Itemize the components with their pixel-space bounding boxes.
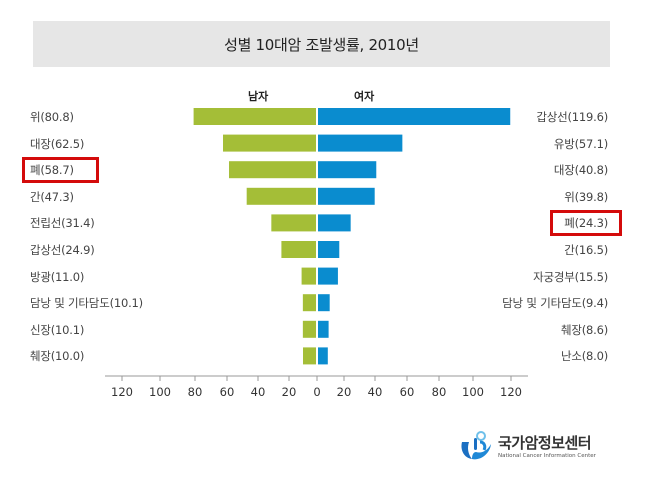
x-tick-label-right: 120	[500, 385, 522, 399]
x-tick-label-right: 60	[399, 385, 415, 399]
male-category-label: 방광(11.0)	[30, 269, 85, 284]
female-bar	[318, 214, 351, 232]
male-category-label: 폐(58.7)	[30, 163, 74, 178]
male-category-label: 전립선(31.4)	[30, 216, 95, 231]
female-bar	[318, 161, 377, 179]
male-bar	[229, 161, 316, 179]
highlight-box	[550, 210, 622, 237]
female-category-label: 대장(40.8)	[553, 163, 608, 178]
male-category-label: 담낭 및 기타담도(10.1)	[30, 296, 143, 311]
female-bar	[318, 108, 511, 125]
female-bar	[318, 320, 329, 338]
male-category-label: 신장(10.1)	[30, 322, 85, 337]
legend-female: 여자	[354, 90, 375, 103]
female-category-label: 갑상선(119.6)	[536, 110, 608, 124]
x-tick-label-left: 60	[219, 385, 235, 399]
x-tick-label-right: 40	[367, 385, 383, 399]
female-category-label: 췌장(8.6)	[560, 322, 608, 337]
x-tick-label-left: 40	[250, 385, 266, 399]
female-bar	[318, 187, 375, 205]
male-bar	[193, 108, 316, 125]
x-tick-label-right: 100	[462, 385, 484, 399]
x-tick-label-left: 0	[313, 385, 321, 399]
female-bar	[318, 241, 340, 258]
female-category-label: 유방(57.1)	[553, 136, 608, 151]
female-category-label: 자궁경부(15.5)	[533, 269, 608, 284]
male-bar	[302, 294, 316, 312]
male-bar	[302, 320, 316, 338]
logo-name-ko: 국가암정보센터	[498, 433, 592, 452]
x-tick-label-left: 120	[111, 385, 133, 399]
male-category-label: 위(80.8)	[30, 110, 74, 124]
male-category-label: 췌장(10.0)	[30, 349, 85, 364]
male-category-label: 대장(62.5)	[30, 136, 85, 151]
male-bar	[223, 134, 316, 152]
male-bar	[281, 241, 316, 258]
chart-title-box: 성별 10대암 조발생률, 2010년	[33, 21, 610, 67]
female-bar	[318, 347, 328, 365]
male-bar	[301, 267, 316, 285]
female-bar	[318, 267, 338, 285]
logo-name-en: National Cancer Information Center	[498, 452, 596, 459]
female-bar	[318, 134, 403, 152]
chart-title: 성별 10대암 조발생률, 2010년	[224, 35, 419, 54]
male-bar	[271, 214, 316, 232]
male-category-label: 간(47.3)	[30, 189, 74, 204]
x-tick-label-left: 80	[187, 385, 203, 399]
x-tick-label-left: 100	[149, 385, 171, 399]
male-category-label: 갑상선(24.9)	[30, 243, 95, 257]
x-tick-label-left: 20	[281, 385, 297, 399]
female-category-label: 위(39.8)	[564, 189, 608, 204]
logo: 국가암정보센터 National Cancer Information Cent…	[458, 428, 596, 462]
female-category-label: 폐(24.3)	[564, 216, 608, 231]
ncic-logo-icon	[461, 431, 491, 460]
female-category-label: 담낭 및 기타담도(9.4)	[502, 296, 608, 311]
x-tick-label-right: 80	[431, 385, 447, 399]
x-tick-label-right: 20	[336, 385, 352, 399]
female-category-label: 난소(8.0)	[560, 349, 608, 364]
male-bar	[303, 347, 316, 365]
female-category-label: 간(16.5)	[564, 243, 608, 257]
male-bar	[246, 187, 316, 205]
highlight-box	[22, 157, 99, 184]
female-bar	[318, 294, 330, 312]
legend-male: 남자	[248, 90, 269, 103]
